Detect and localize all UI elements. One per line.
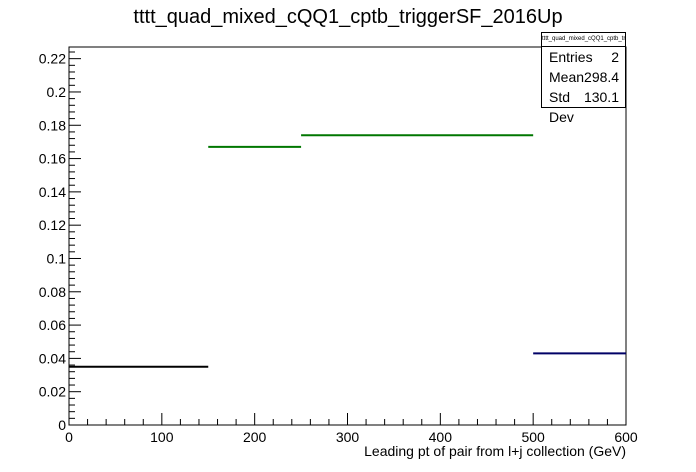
y-tick-label: 0.14 [39,184,66,200]
y-tick-label: 0.2 [47,84,67,100]
x-tick-label: 300 [336,429,360,445]
x-tick-label: 100 [150,429,174,445]
stats-row-entries: Entries 2 [542,47,625,67]
x-tick-label: 500 [521,429,545,445]
stats-mean-label: Mean [549,69,585,85]
y-tick-label: 0.18 [39,117,66,133]
y-tick-label: 0 [58,417,66,433]
chart-title: tttt_quad_mixed_cQQ1_cptb_triggerSF_2016… [133,6,563,28]
x-tick-label: 400 [429,429,453,445]
y-tick-label: 0.12 [39,217,66,233]
y-tick-label: 0.02 [39,384,66,400]
x-tick-label: 0 [65,429,73,445]
stats-stddev-value: 130.1 [583,89,619,105]
y-tick-label: 0.08 [39,284,66,300]
y-tick-label: 0.16 [39,151,66,167]
stats-row-stddev: Std Dev 130.1 [542,87,625,125]
stats-stddev-label: Std Dev [549,89,574,125]
y-tick-label: 0.06 [39,317,66,333]
x-tick-label: 200 [243,429,267,445]
stats-row-mean: Mean 298.4 [542,67,625,87]
stats-title: tttt_quad_mixed_cQQ1_cptb_triggerSF_2016… [542,33,625,47]
y-tick-label: 0.1 [47,250,67,266]
x-tick-label: 600 [614,429,638,445]
stats-box: tttt_quad_mixed_cQQ1_cptb_triggerSF_2016… [541,32,626,125]
stats-mean-value: 298.4 [584,69,620,85]
y-tick-label: 0.04 [39,350,66,366]
x-axis-label: Leading pt of pair from l+j collection (… [364,443,626,459]
y-tick-label: 0.22 [39,51,66,67]
stats-entries-value: 2 [611,49,619,65]
stats-entries-label: Entries [549,49,593,65]
